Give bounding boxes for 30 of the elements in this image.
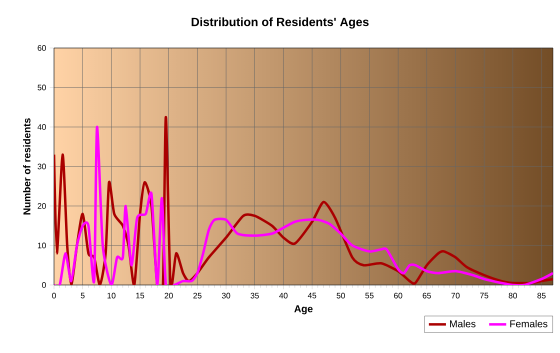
y-tick-label: 50: [38, 84, 46, 90]
x-tick-label: 75: [480, 292, 488, 298]
x-tick-label: 50: [336, 292, 345, 298]
legend-label: Females: [510, 320, 548, 328]
y-tick-label: 10: [38, 242, 46, 248]
x-tick-label: 85: [537, 292, 546, 298]
x-tick-label: 10: [108, 292, 116, 298]
y-tick-label: 60: [38, 45, 46, 51]
x-tick-label: 0: [52, 292, 56, 298]
y-tick-label: 0: [42, 282, 46, 288]
x-tick-label: 40: [279, 292, 288, 298]
y-tick-label: 30: [38, 164, 46, 170]
y-tick-label: 40: [38, 124, 46, 130]
x-tick-label: 55: [365, 292, 374, 298]
x-tick-label: 15: [136, 292, 144, 298]
x-tick-label: 30: [222, 292, 230, 298]
x-tick-label: 60: [394, 292, 402, 298]
x-tick-label: 70: [451, 292, 460, 298]
x-tick-label: 20: [164, 292, 173, 298]
y-axis-title: Number of residents: [23, 118, 30, 214]
chart-title: Distribution of Residents' Ages: [192, 17, 369, 29]
x-axis-title: Age: [294, 305, 313, 314]
x-tick-label: 5: [80, 292, 85, 298]
legend-label: Males: [450, 320, 476, 328]
y-tick-label: 20: [38, 203, 46, 209]
x-tick-label: 45: [308, 292, 316, 298]
x-tick-label: 25: [193, 292, 202, 298]
x-tick-label: 35: [250, 292, 259, 298]
x-tick-label: 65: [422, 292, 431, 298]
x-tick-label: 80: [508, 292, 517, 298]
